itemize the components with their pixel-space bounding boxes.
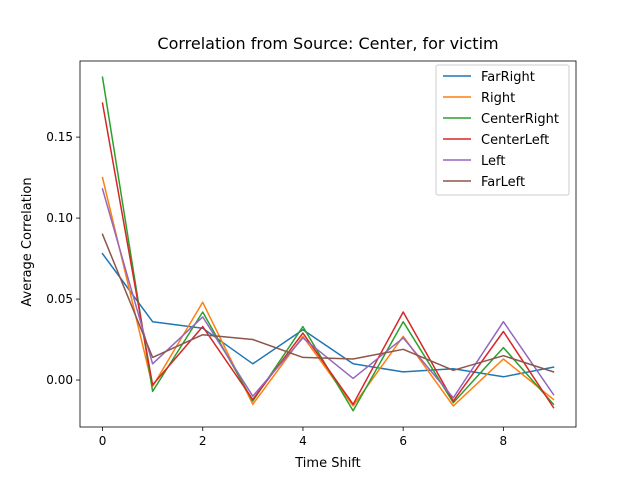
series-line-centerleft (101, 102, 555, 409)
y-tick-label: 0.05 (46, 292, 73, 306)
legend-label: Left (481, 154, 505, 169)
legend-label: FarLeft (481, 175, 525, 190)
legend-label: CenterRight (481, 112, 559, 127)
x-tick-label: 8 (500, 434, 508, 448)
series-line-farright (101, 252, 555, 378)
legend: FarRight Right CenterRight CenterLeft Left Fa… (435, 64, 570, 196)
y-axis-label: Average Correlation (20, 177, 35, 306)
x-tick-label: 4 (299, 434, 307, 448)
y-tick-label: 0.10 (46, 211, 73, 225)
plot-area: 0 2 4 6 8 0.00 0.05 0.10 0.15 (46, 60, 577, 448)
y-tick-label: 0.00 (46, 373, 73, 387)
legend-label: CenterLeft (481, 133, 549, 148)
axes-frame (79, 60, 577, 428)
chart-title: Correlation from Source: Center, for vic… (157, 34, 498, 53)
x-tick-label: 0 (99, 434, 107, 448)
legend-label: FarRight (481, 70, 535, 85)
x-axis-label: Time Shift (294, 456, 361, 471)
series-line-right (101, 176, 555, 407)
x-tick-label: 6 (399, 434, 407, 448)
y-tick-label: 0.15 (46, 130, 73, 144)
series-line-farleft (101, 233, 555, 373)
x-tick-label: 2 (199, 434, 207, 448)
legend-label: Right (481, 91, 515, 106)
